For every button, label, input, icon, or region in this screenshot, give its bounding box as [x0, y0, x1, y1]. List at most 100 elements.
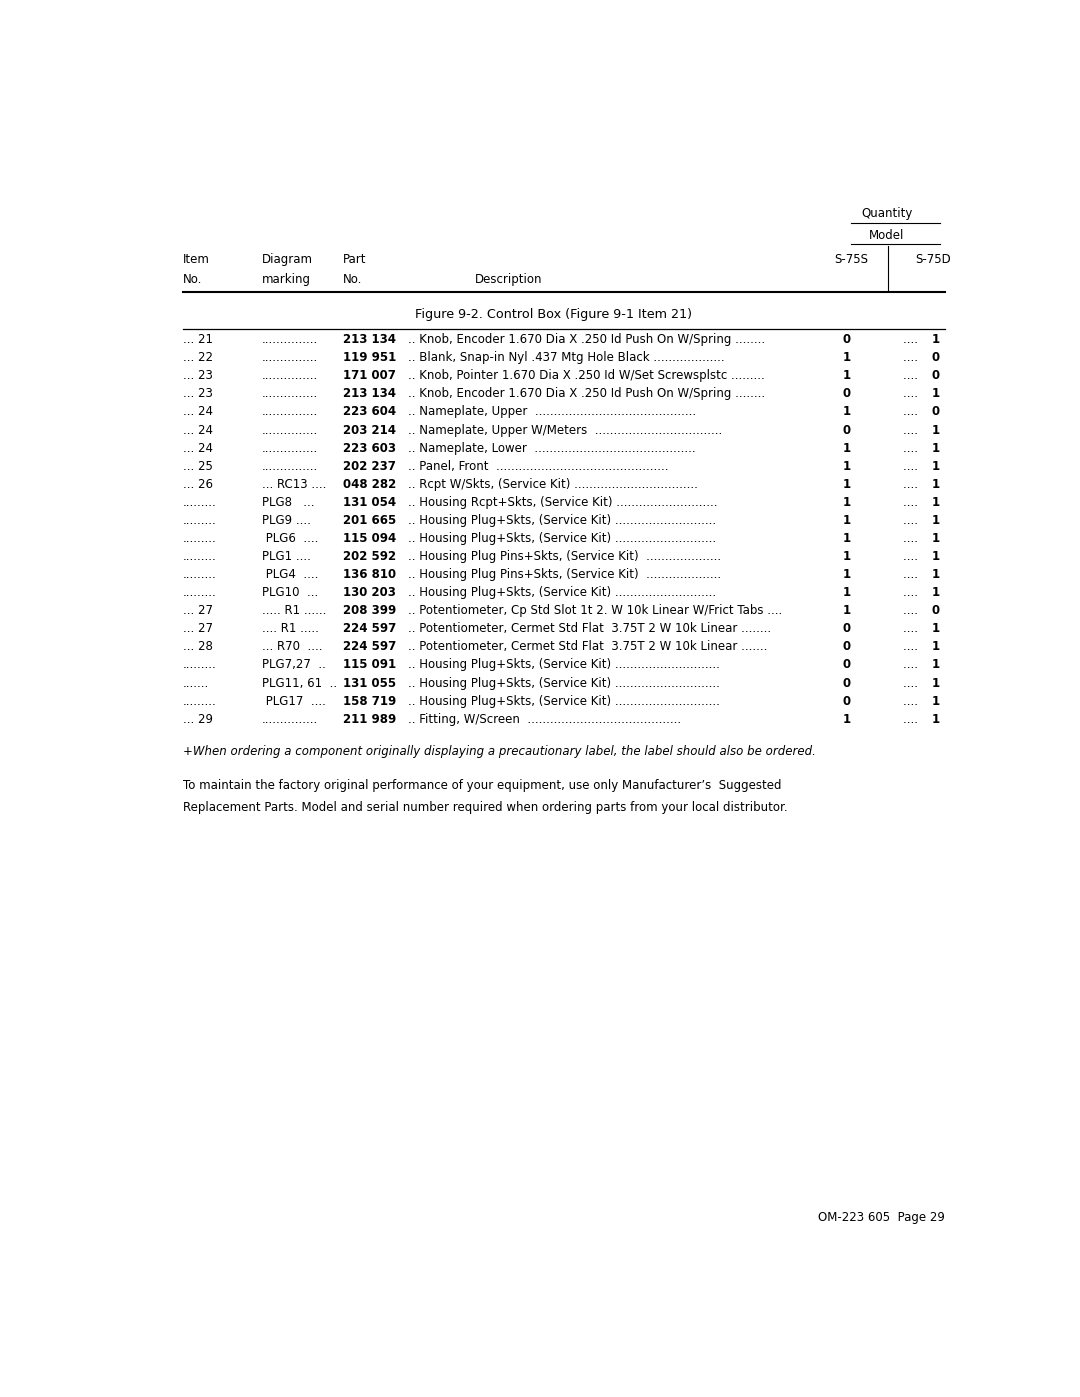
Text: .......: ....... — [183, 676, 208, 690]
Text: ... 28: ... 28 — [183, 640, 213, 654]
Text: ... 24: ... 24 — [183, 423, 213, 437]
Text: PLG8   ...: PLG8 ... — [262, 496, 314, 509]
Text: ...............: ............... — [262, 441, 319, 454]
Text: 1: 1 — [842, 587, 851, 599]
Text: .. Panel, Front  ..............................................: .. Panel, Front ........................… — [408, 460, 669, 472]
Text: ...............: ............... — [262, 351, 319, 365]
Text: 0: 0 — [842, 334, 851, 346]
Text: 1: 1 — [932, 569, 940, 581]
Text: 1: 1 — [842, 441, 851, 454]
Text: 202 237: 202 237 — [342, 460, 395, 472]
Text: ....: .... — [903, 405, 922, 419]
Text: 0: 0 — [932, 369, 940, 383]
Text: 1: 1 — [842, 460, 851, 472]
Text: 223 604: 223 604 — [342, 405, 395, 419]
Text: .. Knob, Encoder 1.670 Dia X .250 Id Push On W/Spring ........: .. Knob, Encoder 1.670 Dia X .250 Id Pus… — [408, 387, 765, 401]
Text: .. Potentiometer, Cermet Std Flat  3.75T 2 W 10k Linear .......: .. Potentiometer, Cermet Std Flat 3.75T … — [408, 640, 767, 654]
Text: PLG9 ....: PLG9 .... — [262, 514, 311, 527]
Text: 115 091: 115 091 — [342, 658, 395, 672]
Text: ... 24: ... 24 — [183, 405, 213, 419]
Text: 1: 1 — [842, 532, 851, 545]
Text: 223 603: 223 603 — [342, 441, 395, 454]
Text: 131 055: 131 055 — [342, 676, 395, 690]
Text: 1: 1 — [932, 676, 940, 690]
Text: 1: 1 — [932, 441, 940, 454]
Text: PLG11, 61  ..: PLG11, 61 .. — [262, 676, 337, 690]
Text: ....: .... — [903, 694, 922, 708]
Text: 136 810: 136 810 — [342, 569, 395, 581]
Text: 0: 0 — [842, 423, 851, 437]
Text: .... R1 .....: .... R1 ..... — [262, 622, 319, 636]
Text: ... 24: ... 24 — [183, 441, 213, 454]
Text: Figure 9-2. Control Box (Figure 9-1 Item 21): Figure 9-2. Control Box (Figure 9-1 Item… — [415, 309, 692, 321]
Text: 1: 1 — [842, 496, 851, 509]
Text: .........: ......... — [183, 496, 216, 509]
Text: 1: 1 — [842, 605, 851, 617]
Text: marking: marking — [262, 272, 311, 286]
Text: .. Nameplate, Upper W/Meters  ..................................: .. Nameplate, Upper W/Meters ...........… — [408, 423, 723, 437]
Text: 0: 0 — [932, 405, 940, 419]
Text: To maintain the factory original performance of your equipment, use only Manufac: To maintain the factory original perform… — [183, 780, 781, 792]
Text: .........: ......... — [183, 587, 216, 599]
Text: No.: No. — [183, 272, 202, 286]
Text: ....: .... — [903, 532, 922, 545]
Text: ....: .... — [903, 423, 922, 437]
Text: ...............: ............... — [262, 405, 319, 419]
Text: 203 214: 203 214 — [342, 423, 395, 437]
Text: 1: 1 — [932, 532, 940, 545]
Text: PLG6  ....: PLG6 .... — [262, 532, 319, 545]
Text: 1: 1 — [932, 514, 940, 527]
Text: ... 29: ... 29 — [183, 712, 213, 725]
Text: .........: ......... — [183, 532, 216, 545]
Text: .........: ......... — [183, 658, 216, 672]
Text: .. Housing Rcpt+Skts, (Service Kit) ...........................: .. Housing Rcpt+Skts, (Service Kit) ....… — [408, 496, 717, 509]
Text: 1: 1 — [932, 334, 940, 346]
Text: .........: ......... — [183, 694, 216, 708]
Text: 1: 1 — [932, 658, 940, 672]
Text: PLG4  ....: PLG4 .... — [262, 569, 319, 581]
Text: 0: 0 — [842, 658, 851, 672]
Text: 1: 1 — [932, 694, 940, 708]
Text: ...............: ............... — [262, 334, 319, 346]
Text: .. Nameplate, Upper  ...........................................: .. Nameplate, Upper ....................… — [408, 405, 696, 419]
Text: .. Potentiometer, Cermet Std Flat  3.75T 2 W 10k Linear ........: .. Potentiometer, Cermet Std Flat 3.75T … — [408, 622, 771, 636]
Text: ....: .... — [903, 569, 922, 581]
Text: 1: 1 — [842, 351, 851, 365]
Text: ... 25: ... 25 — [183, 460, 213, 472]
Text: ....: .... — [903, 640, 922, 654]
Text: .. Housing Plug+Skts, (Service Kit) ...........................: .. Housing Plug+Skts, (Service Kit) ....… — [408, 532, 716, 545]
Text: 1: 1 — [932, 587, 940, 599]
Text: ....: .... — [903, 676, 922, 690]
Text: ....: .... — [903, 587, 922, 599]
Text: S-75S: S-75S — [835, 253, 868, 265]
Text: 0: 0 — [842, 676, 851, 690]
Text: 1: 1 — [932, 460, 940, 472]
Text: 0: 0 — [932, 351, 940, 365]
Text: .. Blank, Snap-in Nyl .437 Mtg Hole Black ...................: .. Blank, Snap-in Nyl .437 Mtg Hole Blac… — [408, 351, 725, 365]
Text: S-75D: S-75D — [915, 253, 950, 265]
Text: ..... R1 ......: ..... R1 ...... — [262, 605, 326, 617]
Text: 1: 1 — [842, 405, 851, 419]
Text: ... 21: ... 21 — [183, 334, 213, 346]
Text: ....: .... — [903, 369, 922, 383]
Text: Part: Part — [342, 253, 366, 265]
Text: .. Housing Plug Pins+Skts, (Service Kit)  ....................: .. Housing Plug Pins+Skts, (Service Kit)… — [408, 550, 721, 563]
Text: ... 23: ... 23 — [183, 387, 213, 401]
Text: .. Knob, Pointer 1.670 Dia X .250 Id W/Set Screwsplstc .........: .. Knob, Pointer 1.670 Dia X .250 Id W/S… — [408, 369, 765, 383]
Text: 130 203: 130 203 — [342, 587, 395, 599]
Text: ....: .... — [903, 514, 922, 527]
Text: ....: .... — [903, 496, 922, 509]
Text: PLG10  ...: PLG10 ... — [262, 587, 319, 599]
Text: 0: 0 — [932, 605, 940, 617]
Text: PLG7,27  ..: PLG7,27 .. — [262, 658, 326, 672]
Text: 131 054: 131 054 — [342, 496, 395, 509]
Text: .........: ......... — [183, 569, 216, 581]
Text: 1: 1 — [932, 423, 940, 437]
Text: 1: 1 — [842, 550, 851, 563]
Text: No.: No. — [342, 272, 362, 286]
Text: PLG17  ....: PLG17 .... — [262, 694, 326, 708]
Text: ....: .... — [903, 387, 922, 401]
Text: ....: .... — [903, 712, 922, 725]
Text: ....: .... — [903, 478, 922, 490]
Text: 1: 1 — [932, 622, 940, 636]
